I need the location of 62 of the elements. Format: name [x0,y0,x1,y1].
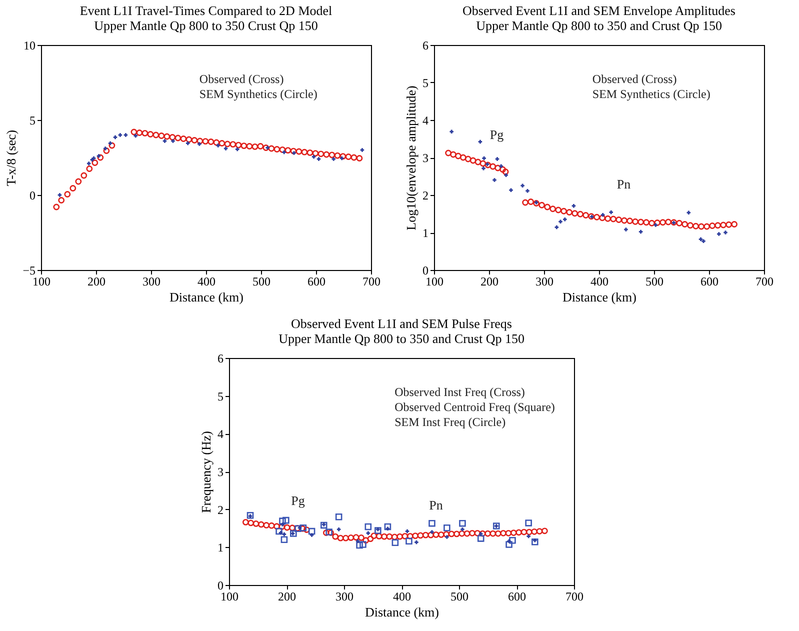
x-tick-label: 500 [450,590,468,604]
x-tick-label: 700 [756,274,774,288]
y-tick-label: 5 [422,76,428,90]
x-tick-label: 200 [278,590,296,604]
y-tick-label: 3 [422,151,428,165]
x-axis-title: Distance (km) [169,290,244,304]
x-tick-label: 400 [590,274,608,288]
annotation: Observed (Cross) [592,72,677,86]
y-tick-label: 10 [24,38,36,52]
y-tick-label: 4 [422,114,428,128]
chart-title: Observed Event L1I and SEM Pulse Freqs [291,316,512,331]
chart-title: Observed Event L1I and SEM Envelope Amplitudes [462,3,736,18]
x-tick-label: 400 [198,274,216,288]
chart-title: Event L1I Travel-Times Compared to 2D Model [80,3,333,18]
y-tick-label: 0 [218,578,224,592]
y-axis-title: Frequency (Hz) [198,431,214,513]
annotation: Pg [291,493,306,508]
chart-subtitle: Upper Mantle Qp 800 to 350 and Crust Qp 150 [476,18,722,33]
y-tick-label: 6 [218,352,224,366]
y-tick-label: −5 [22,264,36,278]
x-tick-label: 200 [480,274,498,288]
chart-subtitle: Upper Mantle Qp 800 to 350 and Crust Qp 150 [278,331,524,346]
annotation: SEM Synthetics (Circle) [199,86,318,101]
x-axis-title: Distance (km) [562,290,637,304]
y-tick-label: 1 [218,540,224,555]
y-tick-label: 5 [30,114,36,128]
x-tick-label: 300 [142,274,160,288]
y-tick-label: 2 [422,188,428,202]
annotation: Pn [429,498,444,513]
y-axis-title: T-x/8 (sec) [4,130,19,186]
annotation: Pn [616,176,632,192]
annotation: Observed Centroid Freq (Square) [394,400,555,414]
x-tick-label: 600 [700,274,718,288]
y-tick-label: 2 [218,502,224,517]
x-tick-label: 300 [536,274,554,288]
y-tick-label: 1 [422,226,428,240]
y-tick-label: 0 [30,188,36,202]
y-tick-label: 0 [422,264,428,278]
x-axis-title: Distance (km) [364,604,440,620]
x-tick-label: 300 [336,590,354,604]
annotation: Observed (Cross) [199,72,284,86]
y-axis-title: Log10(envelope amplitude) [404,86,418,230]
x-tick-label: 400 [393,590,411,604]
x-tick-label: 100 [426,274,444,288]
annotation: Observed Inst Freq (Cross) [394,385,525,400]
x-tick-label: 500 [252,274,270,288]
x-tick-label: 600 [308,274,326,288]
x-tick-label: 100 [32,274,50,288]
annotation: SEM Synthetics (Circle) [592,86,710,101]
x-tick-label: 500 [646,274,664,288]
x-tick-label: 700 [362,274,380,288]
annotation: SEM Inst Freq (Circle) [394,415,506,430]
x-tick-label: 600 [508,590,526,604]
annotation: Pg [490,127,504,142]
y-tick-label: 6 [422,38,428,52]
x-tick-label: 100 [220,590,238,604]
y-tick-label: 3 [218,465,224,479]
chart-subtitle: Upper Mantle Qp 800 to 350 Crust Qp 150 [94,18,318,33]
y-tick-label: 5 [218,389,224,404]
x-tick-label: 200 [88,274,106,288]
x-tick-label: 700 [566,590,584,604]
y-tick-label: 4 [218,427,224,442]
